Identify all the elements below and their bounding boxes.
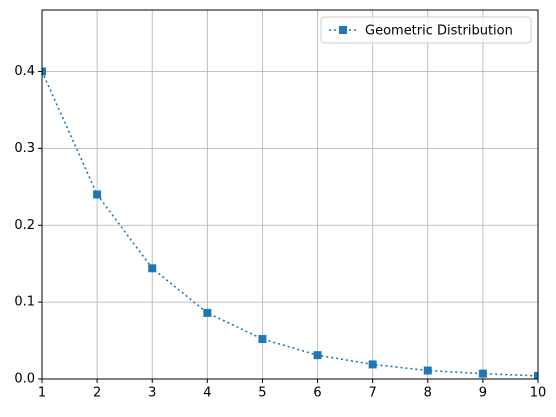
x-tick-label: 10 [530, 386, 547, 401]
x-tick-label: 6 [313, 386, 321, 401]
ticks: 1 2 3 4 5 6 7 8 9 10 0.0 0.1 0.2 0.3 0.4 [14, 64, 546, 401]
x-tick-label: 9 [479, 386, 487, 401]
marker [313, 351, 322, 360]
legend-marker [339, 26, 347, 34]
x-tick-label: 8 [424, 386, 432, 401]
x-tick-label: 4 [203, 386, 211, 401]
marker [93, 190, 102, 199]
marker [368, 360, 377, 369]
x-tick-label: 7 [369, 386, 377, 401]
x-tick-label: 3 [148, 386, 156, 401]
marker [42, 67, 46, 76]
marker [203, 308, 212, 317]
plot-area [42, 67, 538, 379]
marker [478, 369, 487, 378]
legend-label: Geometric Distribution [365, 24, 513, 39]
y-tick-label: 0.1 [14, 295, 35, 310]
legend-box [320, 16, 532, 44]
series-line [42, 71, 538, 377]
grid [41, 10, 539, 380]
axes-frame [41, 9, 539, 380]
y-tick-label: 0.0 [14, 372, 35, 387]
x-tick-label: 5 [258, 386, 266, 401]
y-tick-label: 0.4 [14, 64, 35, 79]
legend: Geometric Distribution [320, 16, 532, 44]
marker [534, 371, 538, 379]
marker [148, 264, 157, 273]
x-tick-label: 1 [38, 386, 46, 401]
y-tick-label: 0.3 [14, 141, 35, 156]
x-tick-label: 2 [93, 386, 101, 401]
marker [258, 335, 267, 344]
marker [423, 366, 432, 375]
y-tick-label: 0.2 [14, 218, 35, 233]
